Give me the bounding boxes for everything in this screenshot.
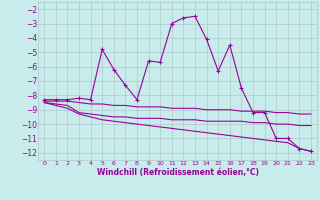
- X-axis label: Windchill (Refroidissement éolien,°C): Windchill (Refroidissement éolien,°C): [97, 168, 259, 177]
